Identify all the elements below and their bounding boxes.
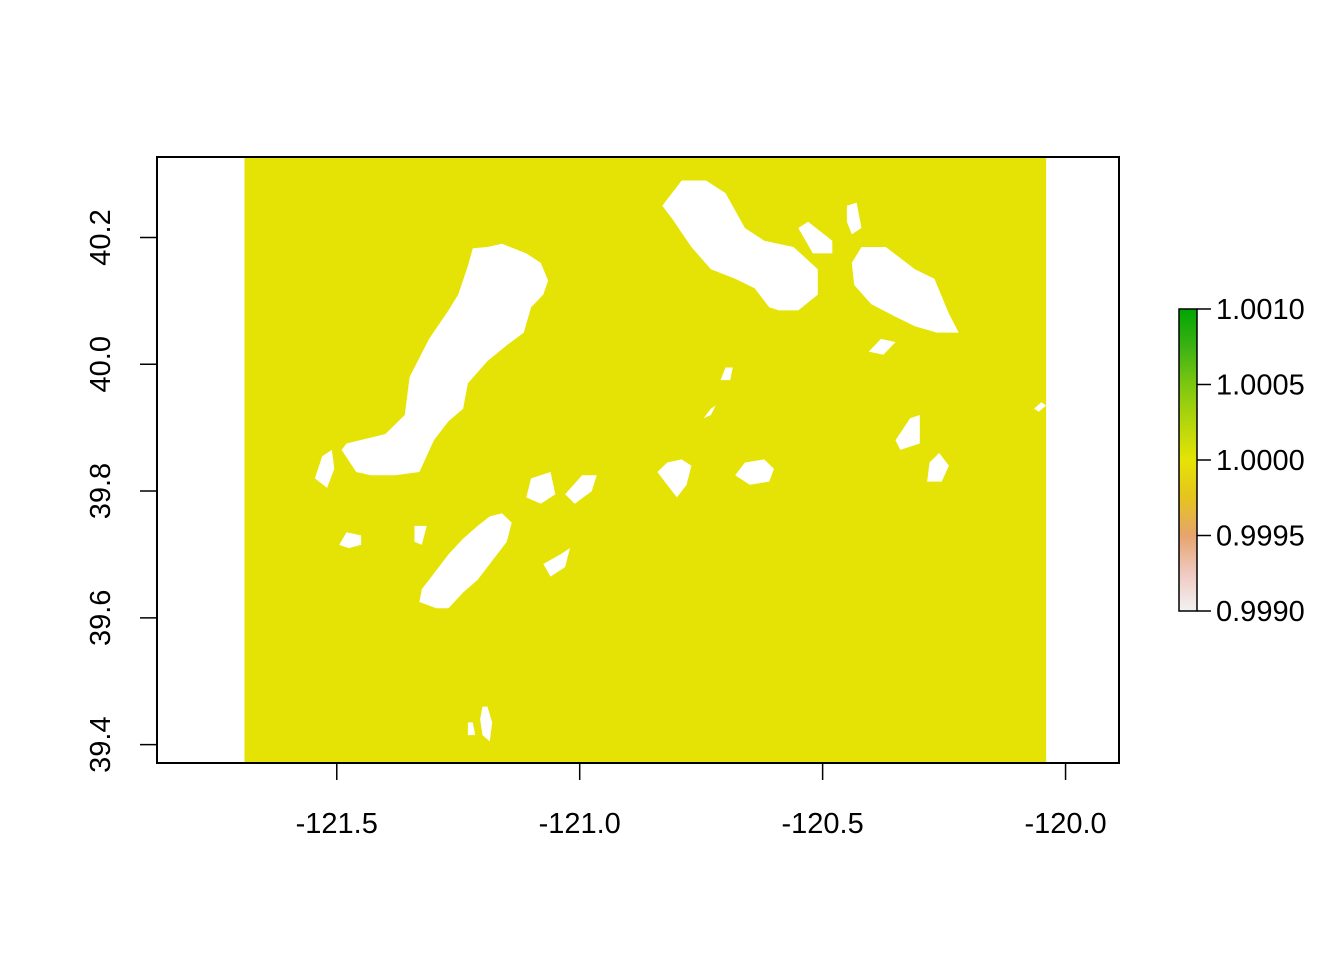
x-tick-label: -121.5 [296, 808, 378, 840]
nodata-region-22 [1034, 402, 1047, 412]
y-tick-label: 39.8 [85, 463, 117, 519]
nodata-region-6 [526, 472, 556, 504]
legend-tick-label: 0.9990 [1216, 596, 1305, 628]
nodata-region-20 [480, 706, 493, 742]
nodata-region-19 [703, 405, 716, 419]
legend-colorbar [1178, 308, 1198, 612]
nodata-region-18 [720, 367, 733, 381]
nodata-region-11 [846, 202, 862, 235]
nodata-region-12 [851, 247, 959, 333]
nodata-region-14 [895, 415, 920, 450]
nodata-region-7 [565, 475, 597, 504]
y-tick-label: 40.0 [85, 336, 117, 392]
x-axis: -121.5 -121.0 -120.5 -120.0 [296, 762, 1107, 840]
x-tick-label: -120.0 [1024, 808, 1106, 840]
y-tick-label: 39.6 [85, 590, 117, 646]
legend-tick-label: 1.0005 [1216, 370, 1305, 402]
x-tick-label: -121.0 [539, 808, 621, 840]
legend-tick-label: 0.9995 [1216, 521, 1305, 553]
y-axis: 39.4 39.6 39.8 40.0 40.2 [85, 209, 158, 773]
y-tick-label: 40.2 [85, 209, 117, 265]
y-tick-label: 39.4 [85, 716, 117, 772]
nodata-region-15 [927, 453, 949, 482]
nodata-region-13 [868, 338, 896, 355]
legend-tick-label: 1.0000 [1216, 445, 1305, 477]
legend-tick-label: 1.0010 [1216, 294, 1305, 326]
x-tick-label: -120.5 [782, 808, 864, 840]
raster-layer [244, 157, 1047, 763]
nodata-region-16 [735, 459, 774, 485]
color-legend: 1.0010 1.0005 1.0000 0.9995 0.9990 [1178, 294, 1305, 628]
nodata-region-9 [662, 180, 818, 311]
nodata-region-21 [467, 722, 476, 736]
nodata-region-5 [419, 513, 512, 609]
nodata-region-2 [314, 449, 335, 488]
nodata-region-1 [341, 243, 549, 476]
nodata-region-17 [657, 459, 692, 498]
nodata-region-3 [339, 532, 362, 549]
nodata-region-10 [798, 221, 833, 254]
nodata-region-4 [414, 525, 427, 545]
nodata-region-8 [543, 548, 570, 577]
